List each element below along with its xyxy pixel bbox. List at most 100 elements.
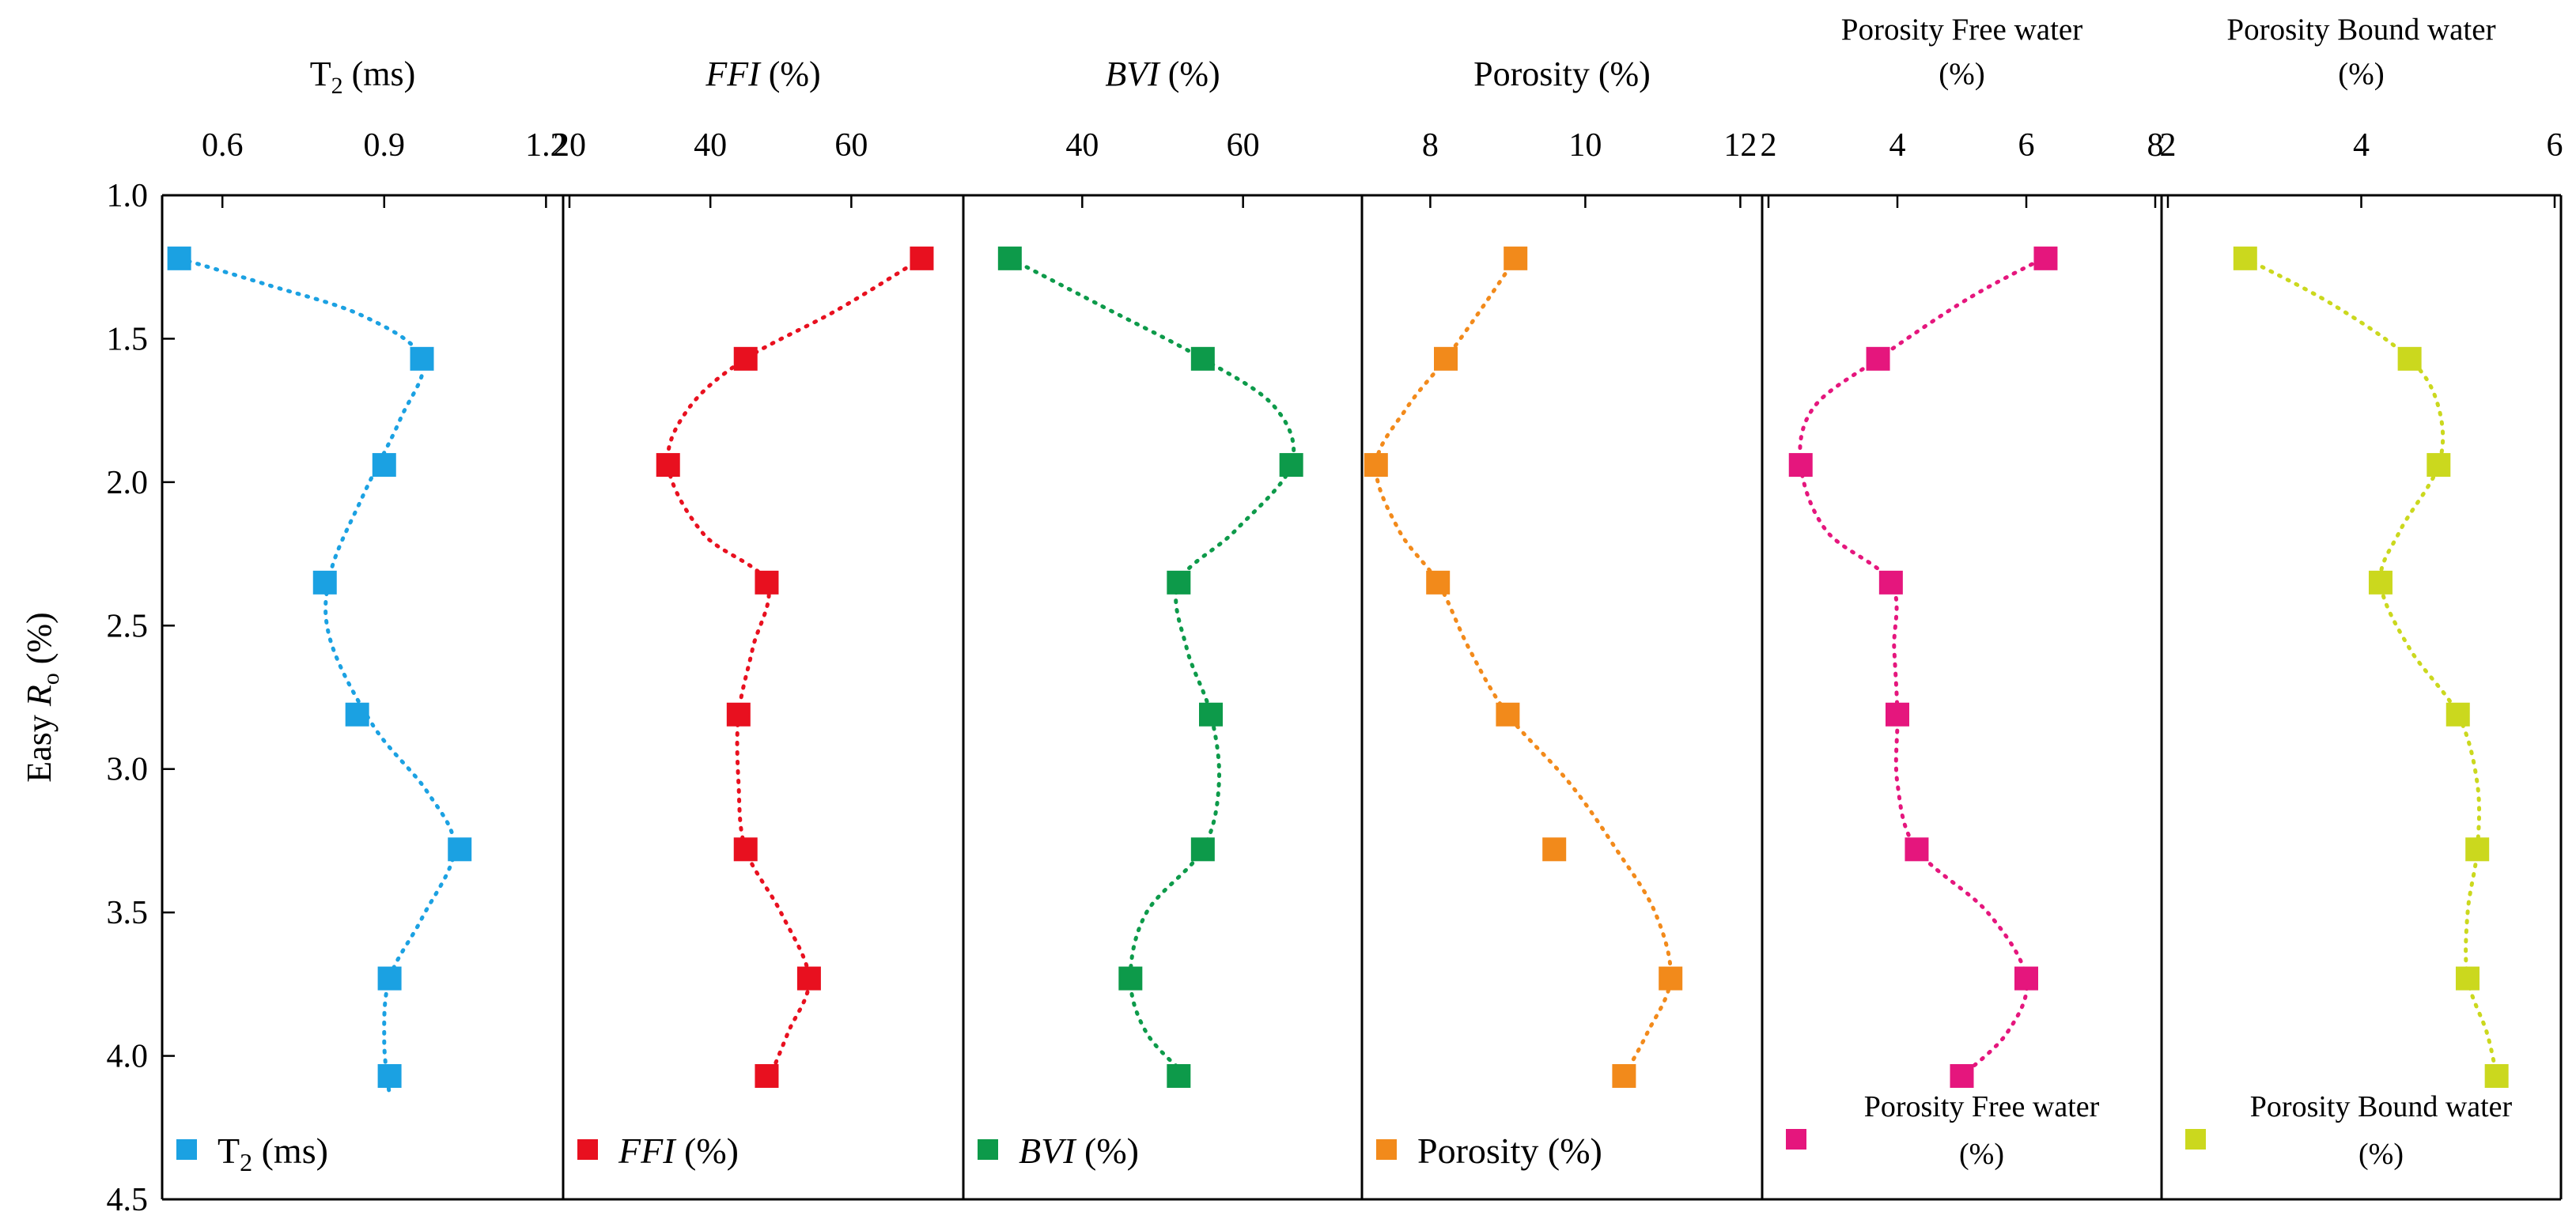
panel-title-porosity: Porosity (%) [1473, 55, 1651, 93]
x-tick-label-bvi: 40 [1065, 127, 1099, 164]
y-tick-label: 1.5 [107, 321, 149, 357]
data-point-porosity [1426, 570, 1451, 595]
data-point-free_water [1878, 570, 1903, 595]
data-point-t2 [377, 966, 402, 991]
y-tick-label: 3.5 [107, 895, 149, 931]
data-point-free_water [1788, 453, 1813, 478]
x-tick-label-free_water: 6 [2018, 127, 2035, 164]
x-tick-label-bvi: 60 [1227, 127, 1260, 164]
y-tick-label: 1.0 [107, 178, 149, 214]
data-point-bound_water [2465, 837, 2490, 862]
data-point-free_water [1866, 346, 1890, 371]
legend-label-t2: T2 (ms) [218, 1131, 328, 1176]
data-point-free_water [2014, 966, 2038, 991]
y-tick-label: 2.5 [107, 608, 149, 644]
x-tick-label-ffi: 20 [553, 127, 586, 164]
data-point-bound_water [2427, 453, 2451, 478]
x-tick-label-free_water: 4 [1889, 127, 1906, 164]
data-point-porosity [1496, 702, 1520, 727]
data-point-porosity [1504, 246, 1528, 270]
legend-marker-ffi [577, 1139, 598, 1160]
data-point-bound_water [2233, 246, 2257, 270]
data-point-bvi [1190, 837, 1215, 862]
data-point-ffi [726, 702, 751, 727]
data-point-bound_water [2397, 346, 2422, 371]
data-point-bvi [997, 246, 1022, 270]
data-point-porosity [1364, 453, 1388, 478]
trend-line-porosity [1374, 256, 1673, 1078]
x-tick-label-ffi: 40 [694, 127, 727, 164]
data-point-bvi [1279, 453, 1303, 478]
x-tick-label-bound_water: 6 [2547, 127, 2563, 164]
x-tick-label-bound_water: 2 [2160, 127, 2177, 164]
x-tick-label-free_water: 8 [2147, 127, 2164, 164]
x-tick-label-t2: 1.2 [525, 127, 567, 164]
data-point-ffi [733, 346, 758, 371]
y-tick-label: 4.5 [107, 1182, 149, 1218]
x-tick-label-porosity: 10 [1568, 127, 1602, 164]
legend-label-bvi: BVI (%) [1019, 1131, 1139, 1171]
data-point-ffi [656, 453, 680, 478]
x-tick-label-ffi: 60 [834, 127, 868, 164]
legend-label-unit-bound_water: (%) [2358, 1138, 2404, 1171]
x-tick-label-porosity: 8 [1422, 127, 1439, 164]
data-point-free_water [1886, 702, 1909, 727]
data-point-bvi [1167, 1063, 1191, 1088]
data-point-ffi [755, 1063, 779, 1088]
y-tick-label: 3.0 [107, 752, 149, 788]
data-point-bound_water [2368, 570, 2393, 595]
legend-marker-porosity [1376, 1139, 1397, 1160]
data-point-porosity [1612, 1063, 1636, 1088]
trend-line-bound_water [2243, 256, 2499, 1078]
legend-marker-bvi [978, 1139, 998, 1160]
data-point-bound_water [2445, 702, 2470, 727]
data-point-t2 [410, 346, 434, 371]
data-point-t2 [448, 837, 472, 862]
legend-label-bound_water: Porosity Bound water [2250, 1090, 2513, 1123]
y-tick-label: 2.0 [107, 465, 149, 501]
panel-title-bvi: BVI (%) [1105, 55, 1220, 93]
data-point-bvi [1199, 702, 1223, 727]
panel-title-free_water: Porosity Free water [1841, 13, 2082, 47]
data-point-bound_water [2455, 966, 2480, 991]
legend-marker-bound_water [2185, 1129, 2206, 1150]
data-point-porosity [1542, 837, 1567, 862]
data-point-t2 [167, 246, 191, 270]
panel-title-bound_water: Porosity Bound water [2226, 13, 2495, 47]
data-point-ffi [796, 966, 821, 991]
data-point-ffi [755, 570, 779, 595]
data-point-t2 [377, 1063, 402, 1088]
trend-line-t2 [177, 256, 456, 1098]
panel-title-unit-bound_water: (%) [2338, 57, 2384, 91]
legend-marker-t2 [176, 1139, 197, 1160]
y-axis-title: Easy Ro (%) [20, 612, 64, 782]
x-tick-label-t2: 0.6 [202, 127, 244, 164]
data-point-bvi [1190, 346, 1215, 371]
legend-label-free_water: Porosity Free water [1864, 1090, 2100, 1123]
x-tick-label-porosity: 12 [1723, 127, 1757, 164]
data-point-free_water [2033, 246, 2058, 270]
data-point-t2 [345, 702, 369, 727]
trend-line-ffi [665, 256, 924, 1087]
data-point-porosity [1659, 966, 1683, 991]
data-point-bvi [1118, 966, 1143, 991]
data-point-free_water [1950, 1063, 1974, 1088]
panel-title-ffi: FFI (%) [705, 55, 820, 93]
x-tick-label-free_water: 2 [1761, 127, 1777, 164]
data-point-porosity [1434, 346, 1458, 371]
trend-line-bvi [1008, 256, 1296, 1078]
panel-title-unit-free_water: (%) [1939, 57, 1984, 91]
data-point-ffi [733, 837, 758, 862]
data-point-t2 [372, 453, 396, 478]
legend-label-porosity: Porosity (%) [1417, 1131, 1602, 1171]
y-tick-label: 4.0 [107, 1039, 149, 1075]
data-point-ffi [910, 246, 934, 270]
x-tick-label-t2: 0.9 [364, 127, 406, 164]
data-point-bound_water [2484, 1063, 2509, 1088]
trend-line-free_water [1798, 253, 2051, 1078]
legend-label-ffi: FFI (%) [618, 1131, 739, 1171]
legend-marker-free_water [1786, 1129, 1806, 1150]
data-point-t2 [312, 570, 337, 595]
legend-label-unit-free_water: (%) [1959, 1138, 2004, 1171]
